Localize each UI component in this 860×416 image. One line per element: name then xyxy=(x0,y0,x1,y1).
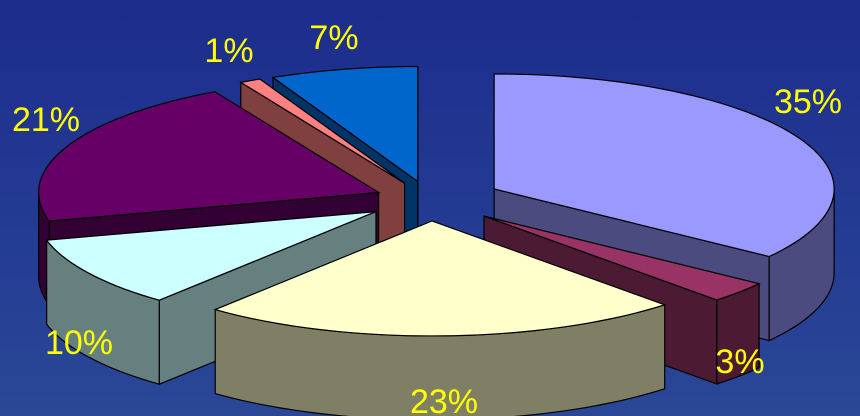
slice-percent-label: 21% xyxy=(12,101,80,139)
pie-slice-top xyxy=(38,91,381,222)
slice-percent-label: 10% xyxy=(45,324,113,362)
slice-percent-label: 35% xyxy=(774,83,842,121)
slice-percent-label: 1% xyxy=(204,32,253,70)
pie-slice xyxy=(213,220,667,416)
slice-percent-label: 3% xyxy=(715,343,764,381)
pie-slice-top xyxy=(213,220,667,337)
pie-slice-top xyxy=(493,73,835,258)
pie-slice-top xyxy=(483,215,761,301)
pie-slice-top xyxy=(271,65,419,183)
slice-percent-label: 7% xyxy=(309,19,358,57)
pie-slice-top xyxy=(239,78,405,184)
slice-percent-label: 23% xyxy=(410,383,478,416)
pie-slice-top xyxy=(45,211,377,301)
